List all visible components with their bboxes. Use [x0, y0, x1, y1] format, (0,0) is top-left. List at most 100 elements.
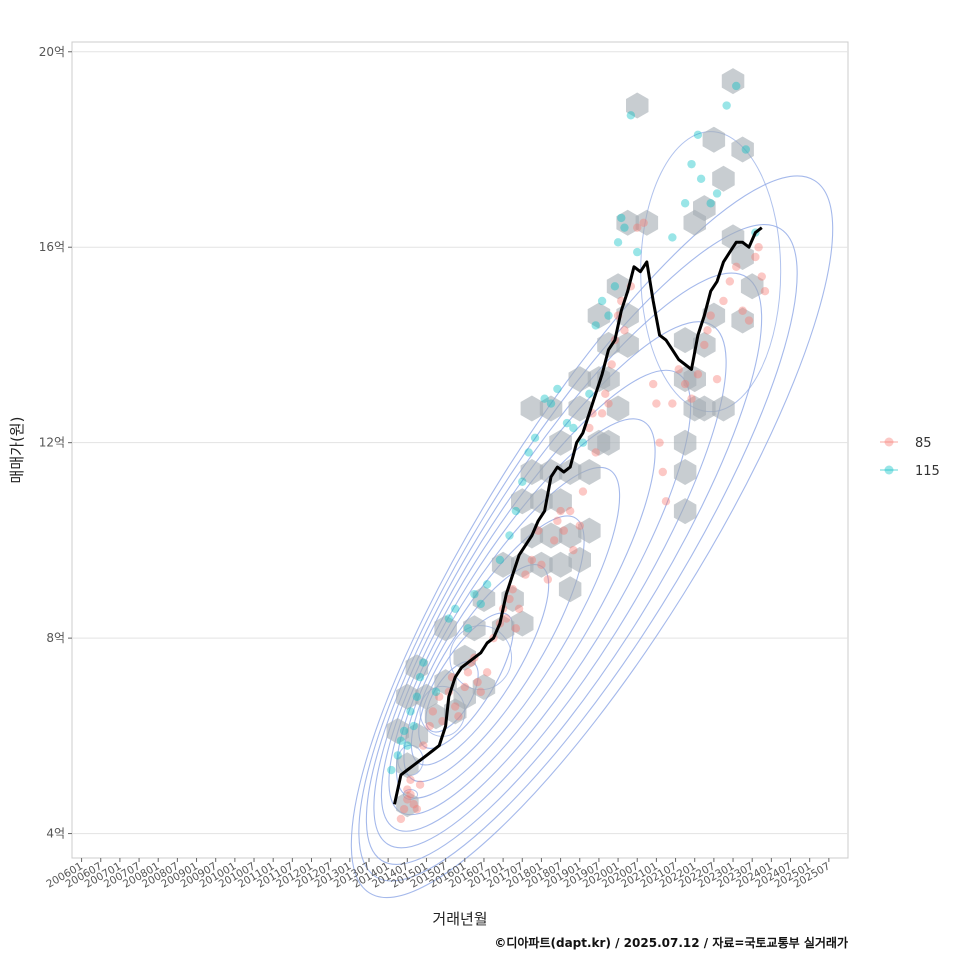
- point-85: [403, 795, 412, 804]
- point-85: [399, 804, 409, 814]
- point-85: [463, 668, 473, 677]
- point-85: [658, 467, 667, 477]
- point-85: [419, 741, 428, 750]
- point-115: [415, 673, 425, 682]
- point-85: [543, 575, 553, 584]
- point-85: [585, 423, 594, 433]
- legend: 85 115: [880, 436, 940, 479]
- hexbin-cell: [472, 674, 496, 700]
- plot-panel: [71, 41, 849, 859]
- hexbin-cell: [405, 722, 429, 749]
- point-85: [757, 272, 766, 281]
- point-85: [451, 702, 460, 711]
- point-85: [655, 438, 664, 447]
- point-85: [725, 277, 735, 286]
- point-85: [412, 804, 422, 814]
- point-115: [732, 81, 741, 91]
- point-85: [527, 555, 537, 565]
- legend-label-115: 115: [915, 464, 940, 479]
- point-85: [482, 668, 492, 677]
- hexbin-cell: [740, 273, 764, 300]
- hexbin-cell: [606, 273, 630, 300]
- point-115: [569, 423, 578, 433]
- point-115: [403, 741, 412, 750]
- median-price-line: [393, 226, 763, 805]
- point-115: [585, 389, 594, 399]
- hexbin-cell: [424, 703, 448, 730]
- point-115: [696, 174, 706, 184]
- point-85: [700, 340, 709, 350]
- point-115: [470, 589, 479, 599]
- hexbin-cell: [721, 224, 745, 251]
- point-115: [604, 311, 613, 320]
- point-115: [693, 130, 703, 140]
- point-85: [537, 560, 546, 570]
- hexbin-cell: [396, 791, 419, 818]
- hexbin-cell: [463, 615, 486, 642]
- point-115: [668, 233, 677, 242]
- point-115: [476, 599, 485, 609]
- hexbin-cell: [702, 126, 726, 153]
- point-85: [680, 379, 690, 389]
- hexbin-cell: [673, 459, 697, 485]
- point-85: [732, 262, 741, 271]
- point-115: [722, 101, 731, 110]
- point-85: [760, 286, 770, 296]
- point-85: [406, 790, 415, 799]
- hexbin-cell: [453, 683, 476, 710]
- point-85: [661, 497, 671, 506]
- point-85: [521, 570, 530, 579]
- point-115: [553, 384, 562, 394]
- point-85: [550, 536, 559, 545]
- hexbin-cell: [673, 498, 697, 525]
- point-85: [406, 775, 415, 785]
- hexbin-cell: [616, 209, 639, 236]
- point-85: [578, 487, 588, 496]
- point-115: [387, 765, 396, 775]
- hexbin-cell: [597, 429, 620, 456]
- hexbin-cell: [683, 366, 706, 393]
- legend-key-115: [884, 465, 894, 475]
- hexbin-cell: [731, 307, 754, 334]
- point-115: [518, 477, 527, 486]
- hexbin-cell: [396, 683, 419, 710]
- hexbin-cell: [702, 302, 726, 329]
- point-85: [639, 218, 648, 227]
- point-115: [562, 418, 572, 428]
- point-115: [399, 726, 409, 736]
- point-85: [559, 526, 568, 535]
- hexbin-cell: [558, 459, 582, 485]
- point-85: [601, 389, 610, 399]
- scatter-points: [387, 81, 770, 824]
- point-85: [703, 326, 712, 335]
- y-axis-title: 매매가(원): [8, 417, 26, 484]
- point-115: [530, 433, 540, 442]
- point-115: [495, 555, 505, 565]
- point-85: [476, 687, 485, 697]
- hexbin-cell: [693, 195, 716, 222]
- point-115: [617, 213, 626, 223]
- hexbin-cell: [511, 488, 534, 515]
- point-115: [591, 321, 600, 330]
- hexbin-cell: [549, 551, 572, 578]
- point-85: [597, 409, 607, 418]
- point-115: [540, 394, 549, 403]
- hexbin-cell: [626, 92, 649, 119]
- hexbin-cell: [530, 551, 553, 578]
- point-85: [674, 365, 683, 374]
- y-tick-label: 8억: [46, 631, 65, 645]
- hexbin-cell: [549, 429, 572, 456]
- point-85: [719, 296, 728, 306]
- hexbin-cell: [539, 459, 563, 485]
- point-115: [393, 751, 402, 760]
- hexbin-cell: [434, 615, 457, 642]
- hexbin-cell: [491, 551, 515, 578]
- hexbin-cell: [558, 522, 582, 549]
- hexbin-cell: [721, 68, 745, 95]
- hexbin-cell: [616, 331, 639, 358]
- point-85: [460, 682, 469, 692]
- point-85: [508, 585, 517, 594]
- point-85: [473, 677, 482, 687]
- point-115: [419, 658, 428, 667]
- point-85: [652, 399, 661, 408]
